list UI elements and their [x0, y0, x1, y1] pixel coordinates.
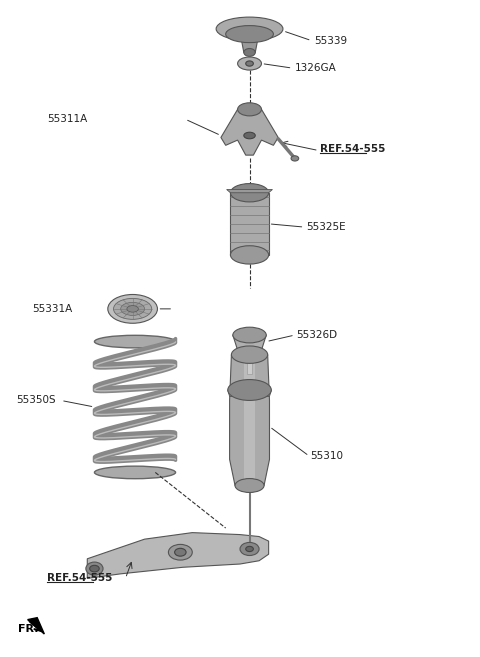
Text: 55326D: 55326D [296, 330, 337, 340]
Ellipse shape [108, 294, 157, 323]
Ellipse shape [226, 26, 274, 43]
Ellipse shape [244, 132, 255, 139]
Polygon shape [241, 37, 258, 53]
Ellipse shape [246, 547, 253, 552]
Ellipse shape [291, 156, 299, 161]
Text: 55311A: 55311A [47, 114, 87, 124]
Polygon shape [244, 355, 255, 486]
Text: REF.54-555: REF.54-555 [47, 574, 112, 583]
Polygon shape [233, 335, 266, 355]
Ellipse shape [246, 61, 253, 66]
Polygon shape [247, 355, 252, 374]
Ellipse shape [235, 478, 264, 493]
Ellipse shape [230, 183, 269, 202]
Text: 55350S: 55350S [16, 396, 55, 405]
Polygon shape [246, 355, 253, 374]
Ellipse shape [228, 380, 271, 400]
Ellipse shape [90, 565, 99, 572]
Ellipse shape [168, 545, 192, 560]
Polygon shape [227, 189, 273, 193]
Text: 1326GA: 1326GA [295, 63, 336, 73]
Polygon shape [229, 355, 269, 486]
Text: REF.54-555: REF.54-555 [320, 144, 385, 154]
Ellipse shape [127, 306, 138, 312]
Ellipse shape [240, 543, 259, 556]
Ellipse shape [175, 549, 186, 556]
Polygon shape [28, 618, 44, 634]
Ellipse shape [95, 466, 176, 479]
Text: FR.: FR. [18, 624, 38, 635]
Ellipse shape [114, 298, 152, 319]
Ellipse shape [230, 246, 269, 264]
Ellipse shape [86, 562, 103, 575]
Text: 55325E: 55325E [306, 222, 346, 232]
Text: 55339: 55339 [314, 35, 347, 45]
Text: 55310: 55310 [311, 451, 344, 461]
Polygon shape [87, 533, 269, 578]
Polygon shape [221, 109, 278, 155]
Polygon shape [230, 193, 269, 255]
Polygon shape [228, 390, 271, 397]
Ellipse shape [231, 346, 268, 363]
Text: 55331A: 55331A [33, 304, 72, 314]
Ellipse shape [238, 57, 262, 70]
Ellipse shape [238, 102, 262, 116]
Ellipse shape [239, 350, 260, 360]
Ellipse shape [95, 335, 176, 348]
Ellipse shape [120, 302, 144, 315]
Ellipse shape [244, 49, 255, 57]
Ellipse shape [216, 17, 283, 41]
Ellipse shape [233, 327, 266, 343]
